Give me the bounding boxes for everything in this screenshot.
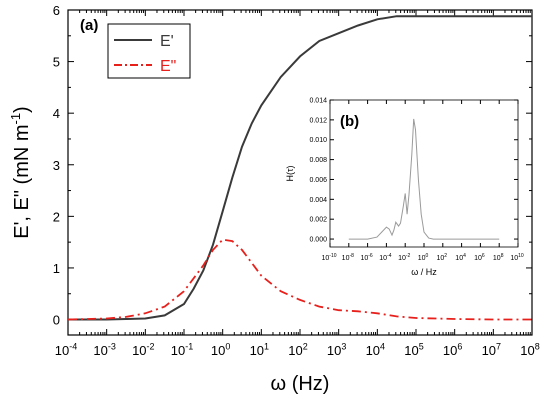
panel-label-a: (a) (80, 17, 98, 34)
series-line-e-double-prime (67, 238, 532, 321)
x-tick-label: 107 (482, 342, 501, 358)
y-tick-label: 4 (53, 106, 60, 121)
inset-y-tick-label: 0.004 (309, 197, 327, 204)
main-plot: 10-4 10-3 10-2 10-1 100 101 102 103 104 105 106 107… (8, 3, 540, 395)
inset-x-tick-label: 10-10 (321, 253, 336, 262)
y-tick-label: 0 (53, 313, 60, 328)
x-tick-label: 106 (443, 342, 462, 358)
inset-x-tick-label: 108 (493, 253, 504, 262)
y-tick-label: 5 (53, 55, 60, 70)
x-tick-label: 101 (250, 342, 269, 358)
x-tick-label: 10-4 (55, 342, 77, 358)
inset-series-line (348, 118, 500, 240)
inset-plot: 10-10 10-8 10-6 10-4 10-2 100 102 104 106 108 1010… (285, 98, 524, 278)
legend-label: E' (160, 33, 174, 50)
y-tick-label: 1 (53, 261, 60, 276)
inset-y-tick-label: 0.012 (309, 117, 327, 124)
legend-box (107, 23, 191, 79)
inset-x-tick-label: 1010 (510, 253, 524, 262)
inset-x-tick-label: 10-6 (360, 253, 372, 262)
inset-x-tick-label: 10-4 (379, 253, 391, 262)
inset-y-axis-title: H(τ) (285, 165, 295, 181)
panel-label-b: (b) (340, 113, 359, 130)
x-tick-label: 100 (211, 342, 230, 358)
inset-x-tick-label: 106 (474, 253, 485, 262)
y-tick-label: 6 (53, 3, 60, 18)
inset-y-tick-label: 0.010 (309, 137, 327, 144)
inset-y-tick-label: 0.006 (309, 177, 327, 184)
x-tick-label: 105 (404, 342, 423, 358)
y-tick-label: 2 (53, 209, 60, 224)
x-axis-title: ω (Hz) (271, 373, 330, 395)
x-tick-label: 102 (288, 342, 307, 358)
inset-x-tick-label: 104 (455, 253, 466, 262)
inset-y-tick-label: 0.002 (309, 217, 327, 224)
series-line-e-prime (68, 15, 532, 321)
x-tick-label: 108 (520, 342, 539, 358)
inset-x-tick-label: 100 (418, 253, 429, 262)
inset-x-tick-label: 10-8 (342, 253, 354, 262)
y-tick-label: 3 (53, 158, 60, 173)
x-tick-label: 10-1 (171, 342, 193, 358)
x-tick-label: 104 (366, 342, 385, 358)
x-tick-label: 10-2 (132, 342, 154, 358)
y-axis-title: E', E" (mN m-1) (8, 106, 33, 238)
legend-label: E" (160, 58, 176, 75)
inset-y-tick-label: 0.000 (309, 237, 327, 244)
x-tick-label: 103 (327, 342, 346, 358)
inset-x-axis-title: ω / Hz (411, 267, 437, 277)
inset-x-tick-label: 10-2 (398, 253, 410, 262)
inset-x-tick-label: 102 (437, 253, 448, 262)
inset-y-tick-label: 0.008 (309, 157, 327, 164)
inset-y-tick-label: 0.014 (309, 98, 327, 105)
inset-frame (329, 99, 519, 248)
x-tick-label: 10-3 (93, 342, 115, 358)
